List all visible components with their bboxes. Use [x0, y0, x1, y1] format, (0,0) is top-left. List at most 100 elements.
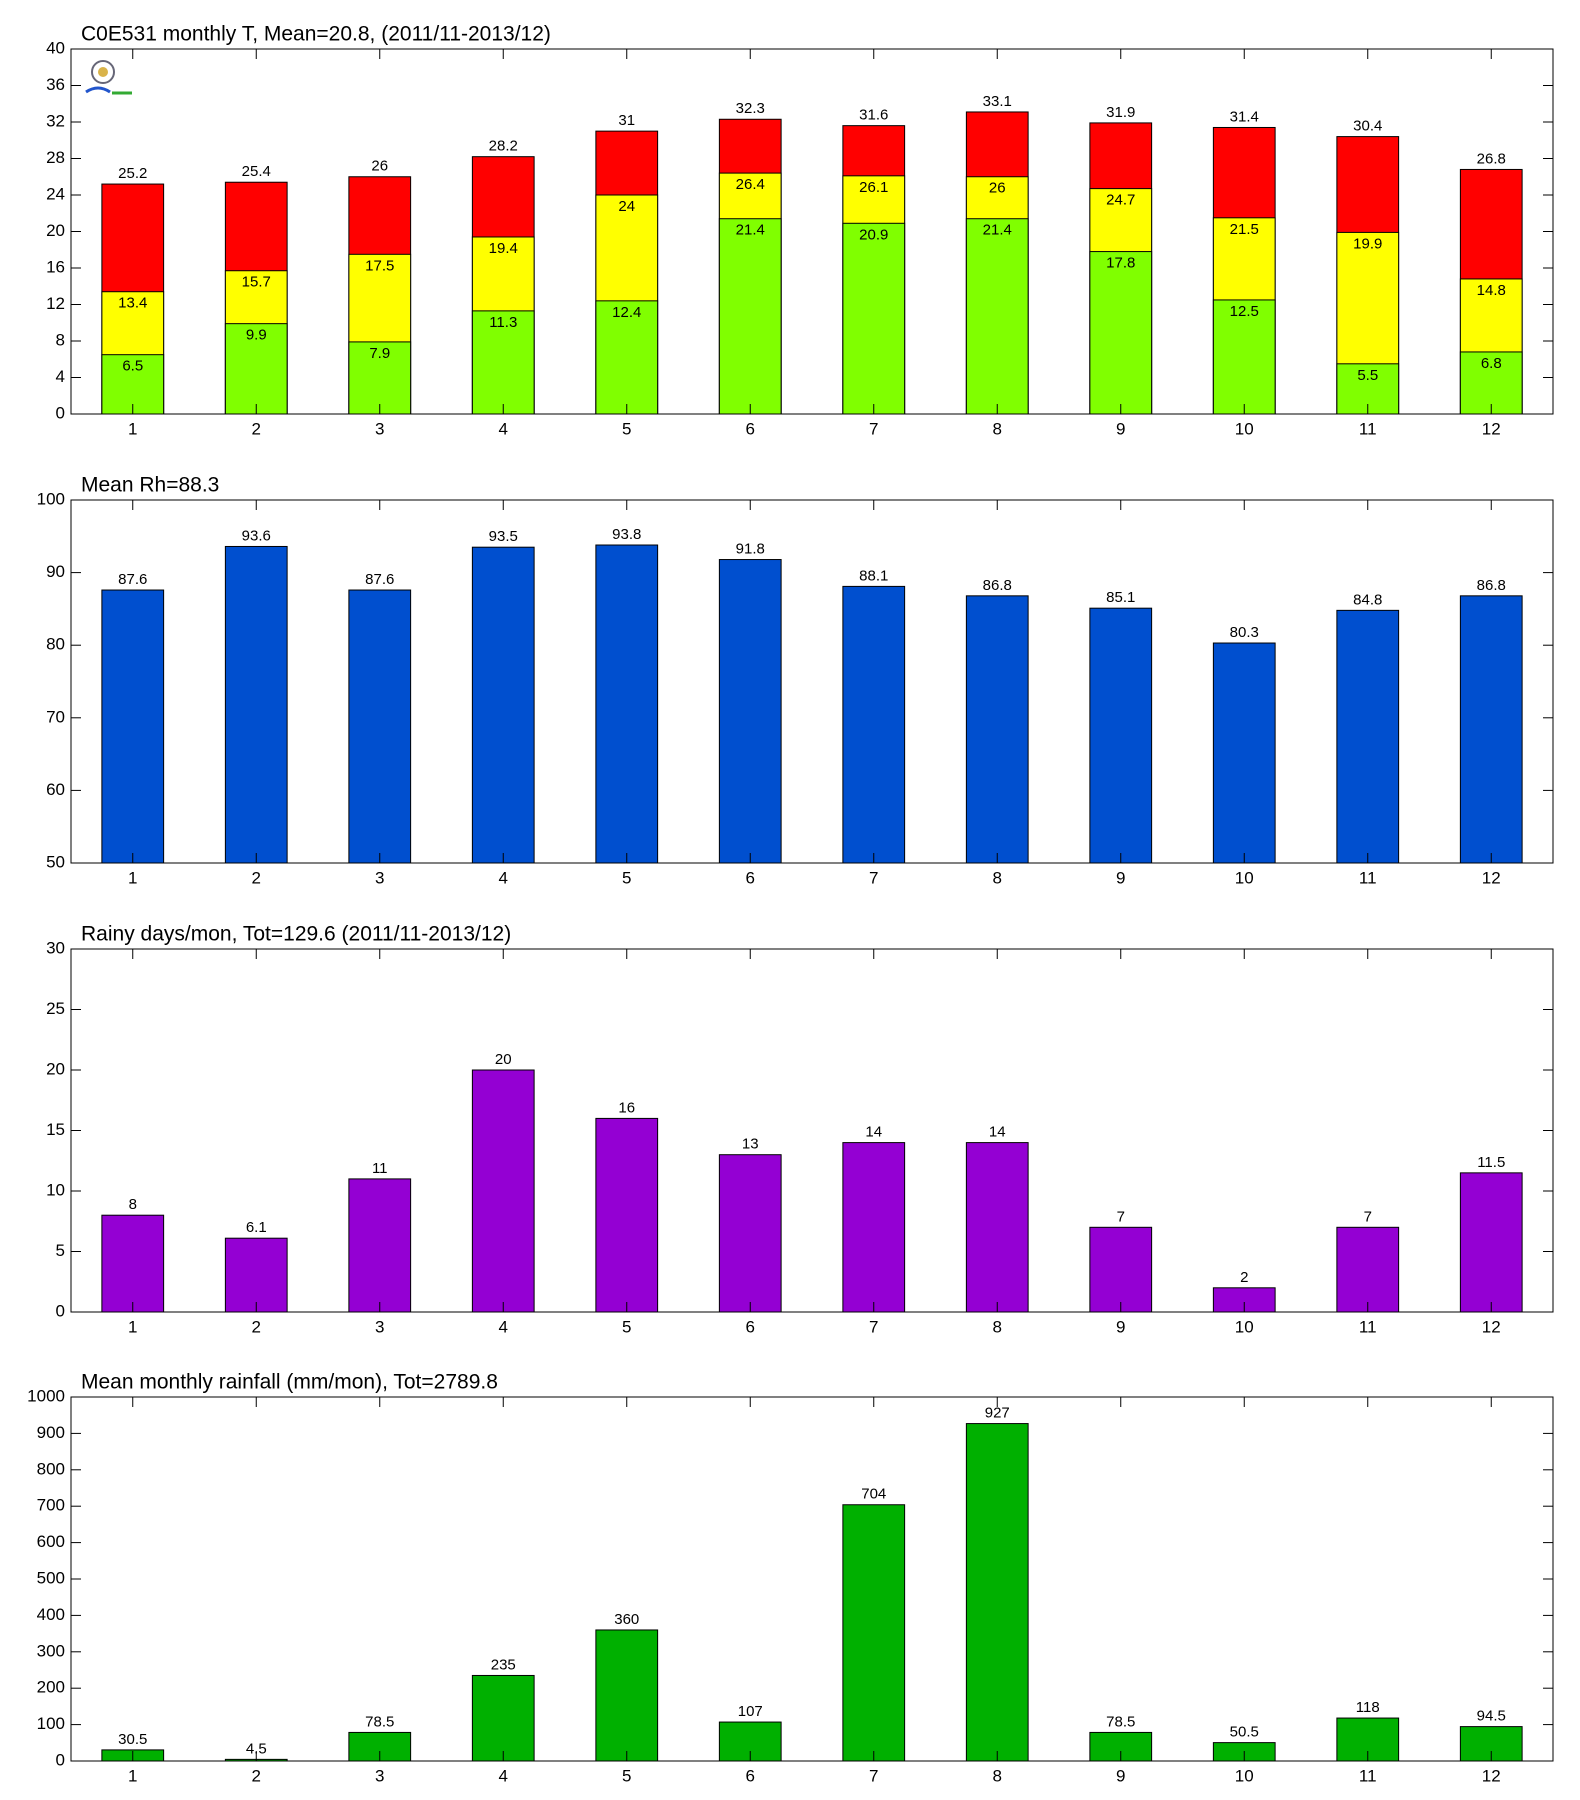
x-tick-label: 2 [252, 868, 261, 887]
value-label: 7 [1117, 1208, 1125, 1225]
bar [471, 546, 535, 864]
value-label: 360 [614, 1611, 639, 1628]
value-label: 33.1 [983, 93, 1012, 110]
x-tick-label: 9 [1116, 419, 1125, 438]
value-label: 21.4 [736, 222, 765, 239]
value-label: 6.8 [1481, 355, 1502, 372]
value-label: 31 [618, 112, 635, 129]
y-tick-label: 60 [46, 780, 65, 799]
value-label: 927 [985, 1405, 1010, 1422]
y-tick-label: 16 [46, 257, 65, 276]
value-label: 25.2 [118, 165, 147, 182]
value-label: 235 [491, 1656, 516, 1673]
x-tick-label: 8 [993, 1766, 1002, 1785]
value-label: 85.1 [1106, 589, 1135, 606]
value-label: 5.5 [1357, 367, 1378, 384]
bar [965, 1423, 1029, 1762]
axes-frame [70, 499, 1554, 864]
bar [348, 1178, 412, 1313]
y-tick-label: 100 [37, 1714, 65, 1733]
y-tick-label: 600 [37, 1532, 65, 1551]
value-label: 7 [1364, 1208, 1372, 1225]
value-label: 17.5 [365, 257, 394, 274]
bar [471, 1674, 535, 1762]
x-tick-label: 8 [993, 868, 1002, 887]
x-tick-label: 3 [375, 868, 384, 887]
value-label: 26 [989, 180, 1006, 197]
x-tick-label: 7 [869, 1317, 878, 1336]
x-tick-label: 2 [252, 419, 261, 438]
bar [965, 595, 1029, 864]
value-label: 11.5 [1477, 1154, 1505, 1171]
x-tick-label: 11 [1359, 1317, 1377, 1336]
x-tick-label: 7 [869, 419, 878, 438]
y-tick-label: 8 [56, 330, 65, 349]
value-label: 704 [861, 1486, 886, 1503]
x-tick-label: 4 [499, 419, 508, 438]
y-tick-label: 70 [46, 707, 65, 726]
chart-title: Rainy days/mon, Tot=129.6 (2011/11-2013/… [81, 923, 511, 946]
y-tick-label: 20 [46, 221, 65, 240]
bar [1212, 299, 1276, 415]
chart-title: Mean monthly rainfall (mm/mon), Tot=2789… [81, 1371, 498, 1394]
x-tick-label: 3 [375, 419, 384, 438]
x-tick-label: 12 [1482, 419, 1501, 438]
y-tick-label: 28 [46, 148, 65, 167]
x-tick-label: 10 [1235, 1766, 1254, 1785]
y-tick-label: 25 [46, 999, 65, 1018]
x-tick-label: 8 [993, 419, 1002, 438]
value-label: 11.3 [489, 314, 517, 331]
value-label: 24 [618, 198, 635, 215]
bar [842, 222, 906, 415]
x-tick-label: 6 [746, 419, 755, 438]
bar [1336, 609, 1400, 864]
value-label: 9.9 [246, 327, 267, 344]
x-tick-label: 1 [128, 419, 137, 438]
x-tick-label: 4 [499, 1766, 508, 1785]
value-label: 24.7 [1106, 192, 1135, 209]
x-tick-label: 12 [1482, 1766, 1501, 1785]
value-label: 93.5 [489, 528, 518, 545]
value-label: 21.4 [983, 222, 1012, 239]
value-label: 86.8 [1477, 577, 1506, 594]
value-label: 11 [372, 1160, 388, 1177]
y-tick-label: 300 [37, 1641, 65, 1660]
value-label: 19.9 [1353, 235, 1382, 252]
y-tick-label: 80 [46, 635, 65, 654]
x-tick-label: 5 [622, 1317, 631, 1336]
y-tick-label: 0 [56, 403, 65, 422]
y-tick-label: 32 [46, 111, 65, 130]
bar [718, 559, 782, 864]
value-label: 4.5 [246, 1740, 267, 1757]
x-tick-label: 3 [375, 1317, 384, 1336]
value-label: 31.9 [1106, 104, 1135, 121]
bar [101, 1214, 165, 1313]
value-label: 2 [1240, 1269, 1248, 1286]
x-tick-label: 1 [128, 1317, 137, 1336]
axes-frame [70, 948, 1554, 1313]
bar [1089, 1226, 1153, 1313]
value-label: 13 [742, 1136, 759, 1153]
value-label: 14.8 [1477, 282, 1506, 299]
bar [965, 1142, 1029, 1313]
value-label: 78.5 [1106, 1713, 1135, 1730]
bar [595, 300, 659, 415]
logo-center [98, 67, 108, 77]
value-label: 88.1 [859, 567, 888, 584]
value-label: 93.8 [612, 526, 641, 543]
value-label: 6.5 [122, 358, 143, 375]
x-tick-label: 9 [1116, 1766, 1125, 1785]
value-label: 80.3 [1230, 624, 1259, 641]
bar [224, 545, 288, 864]
x-tick-label: 5 [622, 1766, 631, 1785]
value-label: 17.8 [1106, 255, 1135, 272]
axes-frame [70, 1396, 1554, 1762]
x-tick-label: 5 [622, 868, 631, 887]
y-tick-label: 500 [37, 1568, 65, 1587]
value-label: 7.9 [369, 345, 390, 362]
y-tick-label: 36 [46, 75, 65, 94]
y-tick-label: 700 [37, 1496, 65, 1515]
x-tick-label: 10 [1235, 1317, 1254, 1336]
value-label: 12.5 [1230, 303, 1259, 320]
